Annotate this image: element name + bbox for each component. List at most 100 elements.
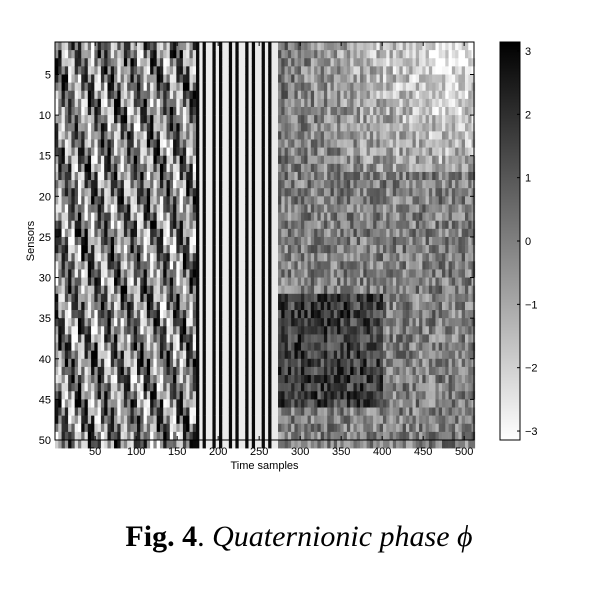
heatmap-cell (179, 155, 184, 165)
heatmap-cell (182, 188, 187, 197)
heatmap-cell (369, 407, 374, 416)
heatmap-cell (199, 440, 203, 449)
heatmap-cell (218, 228, 223, 238)
heatmap-cell (300, 163, 305, 173)
heatmap-cell (130, 131, 135, 140)
heatmap-cell (291, 383, 295, 392)
heatmap-cell (68, 171, 72, 181)
heatmap-cell (153, 415, 157, 425)
heatmap-cell (156, 220, 161, 230)
heatmap-cell (140, 440, 144, 449)
heatmap-cell (159, 261, 164, 270)
heatmap-cell (189, 431, 194, 441)
heatmap-cell (166, 74, 171, 83)
heatmap-cell (202, 82, 207, 92)
heatmap-cell (117, 407, 121, 416)
heatmap-cell (58, 228, 62, 238)
heatmap-cell (64, 196, 69, 205)
heatmap-cell (68, 334, 72, 343)
heatmap-cell (68, 423, 72, 433)
heatmap-cell (366, 423, 371, 433)
heatmap-cell (232, 236, 236, 246)
heatmap-cell (238, 431, 243, 441)
heatmap-cell (146, 440, 151, 449)
heatmap-cell (153, 431, 157, 441)
heatmap-cell (74, 269, 79, 278)
heatmap-cell (61, 196, 66, 205)
heatmap-cell (58, 375, 62, 384)
heatmap-cell (291, 391, 295, 400)
heatmap-cell (373, 293, 377, 303)
heatmap-cell (120, 147, 125, 157)
heatmap-cell (209, 366, 213, 376)
heatmap-cell (261, 50, 266, 59)
heatmap-cell (156, 269, 161, 278)
heatmap-cell (356, 399, 361, 408)
heatmap-cell (330, 415, 335, 425)
heatmap-cell (163, 423, 167, 433)
heatmap-cell (343, 50, 348, 59)
heatmap-cell (150, 106, 154, 116)
heatmap-cell (360, 399, 364, 408)
heatmap-cell (287, 131, 292, 140)
heatmap-cell (143, 98, 148, 108)
heatmap-cell (173, 277, 177, 286)
heatmap-cell (258, 383, 262, 392)
heatmap-cell (205, 391, 210, 400)
heatmap-cell (225, 90, 230, 100)
heatmap-cell (268, 98, 272, 108)
heatmap-cell (287, 90, 292, 100)
heatmap-cell (291, 399, 295, 408)
heatmap-cell (284, 106, 289, 116)
heatmap-cell (284, 318, 289, 327)
heatmap-cell (310, 431, 315, 441)
heatmap-cell (291, 318, 295, 327)
heatmap-cell (196, 196, 200, 205)
heatmap-cell (156, 318, 161, 327)
heatmap-cell (287, 415, 292, 425)
heatmap-cell (222, 155, 226, 165)
heatmap-cell (225, 301, 230, 311)
heatmap-cell (84, 228, 89, 238)
heatmap-cell (284, 245, 289, 254)
heatmap-cell (176, 188, 180, 197)
heatmap-cell (320, 285, 325, 295)
heatmap-cell (264, 423, 269, 433)
heatmap-cell (97, 440, 102, 449)
heatmap-cell (163, 383, 167, 392)
heatmap-cell (186, 147, 190, 157)
heatmap-cell (97, 228, 102, 238)
heatmap-cell (127, 261, 131, 270)
heatmap-cell (107, 90, 112, 100)
heatmap-cell (189, 415, 194, 425)
heatmap-cell (64, 358, 69, 368)
heatmap-cell (350, 115, 354, 124)
heatmap-cell (369, 423, 374, 433)
heatmap-cell (97, 350, 102, 360)
heatmap-cell (261, 326, 266, 335)
heatmap-cell (100, 391, 105, 400)
heatmap-cell (241, 106, 246, 116)
heatmap-cell (68, 399, 72, 408)
heatmap-cell (323, 204, 328, 213)
heatmap-cell (353, 123, 358, 132)
heatmap-cell (300, 431, 305, 441)
heatmap-cell (300, 415, 305, 425)
heatmap-cell (248, 42, 253, 51)
heatmap-cell (235, 98, 239, 108)
heatmap-cell (356, 228, 361, 238)
heatmap-cell (222, 326, 226, 335)
heatmap-cell (340, 204, 344, 213)
heatmap-cell (81, 50, 85, 59)
heatmap-cell (353, 253, 358, 262)
heatmap-cell (369, 277, 374, 286)
heatmap-cell (166, 50, 171, 59)
heatmap-cell (248, 350, 253, 360)
heatmap-cell (146, 180, 151, 189)
heatmap-cell (137, 220, 141, 230)
heatmap-cell (212, 90, 217, 100)
heatmap-cell (107, 50, 112, 59)
heatmap-cell (379, 74, 384, 83)
heatmap-cell (127, 155, 131, 165)
heatmap-cell (127, 220, 131, 230)
